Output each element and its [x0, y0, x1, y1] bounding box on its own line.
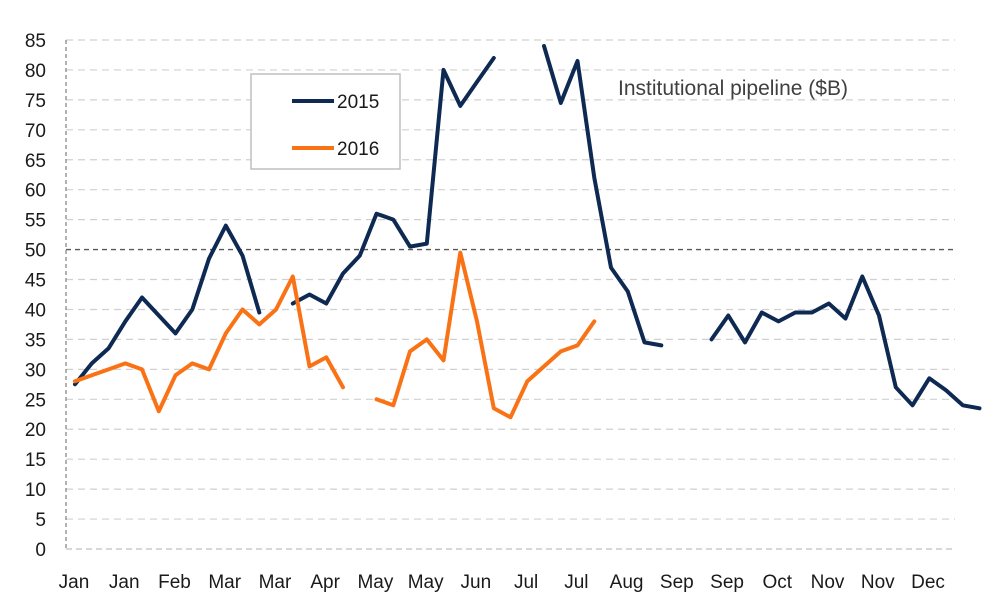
x-tick-label: Jan [59, 572, 90, 593]
legend-label-2016: 2016 [337, 139, 379, 160]
series-layer [73, 44, 982, 420]
x-tick-label: Mar [208, 572, 241, 593]
axis-layer: 0 5 10 15 20 25 30 35 40 45 50 55 60 65 70 75 80 85 Jan Jan… [25, 31, 955, 593]
chart-annotation: Institutional pipeline ($B) [618, 77, 848, 100]
x-tick-label: Jul [514, 572, 538, 593]
y-tick-label: 35 [25, 330, 46, 351]
y-tick-label: 70 [25, 121, 46, 142]
series-line-2015 [542, 44, 664, 348]
y-tick-label: 30 [25, 360, 46, 381]
y-tick-label: 20 [25, 420, 46, 441]
x-tick-label: Nov [811, 572, 845, 593]
y-tick-label: 65 [25, 151, 46, 172]
legend: 2015 2016 [250, 73, 401, 170]
y-tick-label: 25 [25, 390, 46, 411]
x-tick-label: Oct [763, 572, 793, 593]
x-tick-label: Jan [109, 572, 140, 593]
legend-box [250, 73, 401, 170]
series-2015 [73, 44, 982, 411]
x-tick-label: Dec [911, 572, 945, 593]
x-tick-label: Feb [158, 572, 191, 593]
y-tick-label: 50 [25, 241, 46, 262]
y-tick-label: 15 [25, 450, 46, 471]
y-tick-label: 75 [25, 91, 46, 112]
x-tick-label: May [357, 572, 393, 593]
y-tick-label: 5 [35, 510, 46, 531]
x-tick-label: Sep [710, 572, 744, 593]
x-tick-label: Sep [660, 572, 694, 593]
y-tick-label: 40 [25, 300, 46, 321]
series-2016 [73, 250, 597, 420]
y-tick-label: 80 [25, 61, 46, 82]
y-tick-label: 0 [35, 540, 46, 561]
series-line-2015 [73, 223, 262, 387]
y-tick-label: 85 [25, 31, 46, 52]
x-tick-label: Mar [259, 572, 292, 593]
series-line-2015 [709, 274, 982, 411]
y-tick-label: 10 [25, 480, 46, 501]
series-line-2016 [374, 250, 597, 420]
x-tick-label: Nov [861, 572, 895, 593]
y-tick-label: 55 [25, 211, 46, 232]
series-line-2015 [290, 56, 496, 306]
legend-label-2015: 2015 [337, 92, 379, 113]
x-tick-label: Apr [310, 572, 340, 593]
y-tick-label: 60 [25, 181, 46, 202]
x-tick-label: Aug [610, 572, 644, 593]
x-tick-label: Jul [564, 572, 588, 593]
grid-layer [66, 39, 955, 520]
series-line-2016 [73, 274, 345, 414]
y-tick-label: 45 [25, 271, 46, 292]
x-tick-label: Jun [461, 572, 492, 593]
x-tick-label: May [408, 572, 444, 593]
